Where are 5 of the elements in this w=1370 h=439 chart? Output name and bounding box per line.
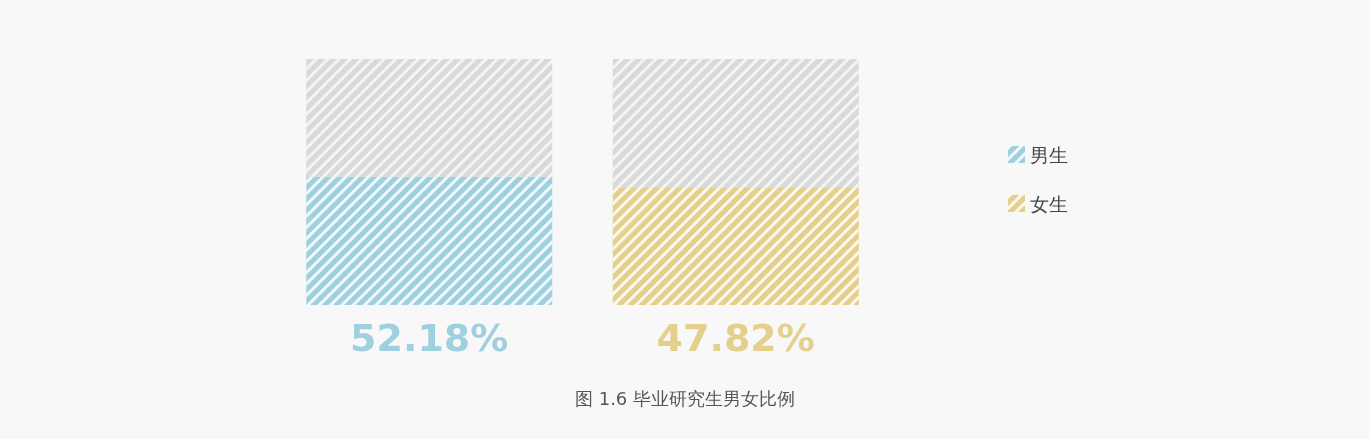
legend-label: 男生 bbox=[1030, 143, 1068, 166]
legend-label: 女生 bbox=[1030, 192, 1068, 215]
text: 图 1.6 毕业研究生男女比例 bbox=[574, 387, 796, 409]
data-label: 47.82% bbox=[656, 316, 815, 360]
data-label: 52.18% bbox=[350, 316, 509, 360]
